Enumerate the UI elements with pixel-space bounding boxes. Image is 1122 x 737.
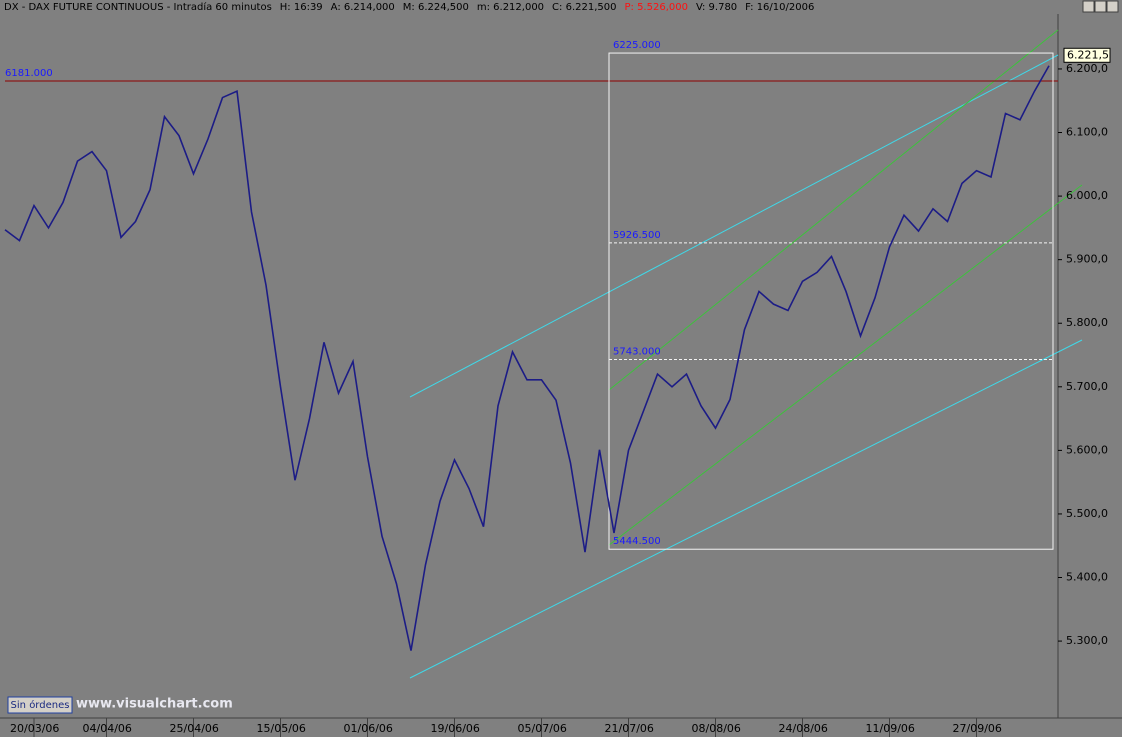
y-tick-label: 5.300,0 xyxy=(1066,634,1108,647)
x-tick-label: 19/06/06 xyxy=(431,722,480,735)
chart-title: DX - DAX FUTURE CONTINUOUS - Intradía 60… xyxy=(4,1,814,13)
quote-item: P: 5.526,000 xyxy=(624,2,687,13)
channel-line xyxy=(409,339,1083,679)
quote-item: F: 16/10/2006 xyxy=(745,2,814,13)
window-buttons xyxy=(1082,0,1119,13)
quote-item: A: 6.214,000 xyxy=(331,2,395,13)
x-tick-label: 04/04/06 xyxy=(83,722,132,735)
x-tick-label: 20/03/06 xyxy=(10,722,59,735)
y-tick-label: 5.500,0 xyxy=(1066,507,1108,520)
channel-line xyxy=(608,29,1059,391)
maximize-button[interactable] xyxy=(1094,0,1107,13)
close-button[interactable] xyxy=(1106,0,1119,13)
x-tick-label: 08/08/06 xyxy=(692,722,741,735)
quote-item: m: 6.212,000 xyxy=(477,2,544,13)
x-tick-label: 21/07/06 xyxy=(605,722,654,735)
channel-line xyxy=(608,184,1083,546)
x-tick-label: 25/04/06 xyxy=(170,722,219,735)
level-label: 5926.500 xyxy=(613,230,661,241)
x-tick-label: 05/07/06 xyxy=(518,722,567,735)
y-tick-label: 6.100,0 xyxy=(1066,126,1108,139)
level-label: 5743.000 xyxy=(613,346,661,357)
quote-item: H: 16:39 xyxy=(280,2,323,13)
x-tick-label: 27/09/06 xyxy=(953,722,1002,735)
last-price-label: 6.221,5 xyxy=(1067,48,1109,61)
quote-item: V: 9.780 xyxy=(696,2,737,13)
orders-button[interactable] xyxy=(7,696,73,714)
resistance-label: 6181.000 xyxy=(5,68,53,79)
x-tick-label: 11/09/06 xyxy=(866,722,915,735)
channel-lines xyxy=(409,29,1083,679)
x-tick-label: 15/05/06 xyxy=(257,722,306,735)
title-text: DX - DAX FUTURE CONTINUOUS - Intradía 60… xyxy=(4,1,272,13)
y-tick-label: 6.200,0 xyxy=(1066,62,1108,75)
quote-item: C: 6.221,500 xyxy=(552,2,616,13)
title-bar xyxy=(0,0,1122,14)
orders-button-label[interactable]: Sin órdenes xyxy=(11,699,70,711)
x-tick-label: 24/08/06 xyxy=(779,722,828,735)
y-tick-label: 5.400,0 xyxy=(1066,571,1108,584)
box-bottom-label: 5444.500 xyxy=(613,536,661,547)
minimize-button[interactable] xyxy=(1082,0,1095,13)
box-top-label: 6225.000 xyxy=(613,40,661,51)
retracement-box xyxy=(608,52,1054,550)
y-tick-label: 5.800,0 xyxy=(1066,316,1108,329)
y-tick-label: 6.000,0 xyxy=(1066,189,1108,202)
x-tick-label: 01/06/06 xyxy=(344,722,393,735)
channel-line xyxy=(409,54,1059,398)
last-price-box xyxy=(1063,47,1111,63)
y-tick-label: 5.600,0 xyxy=(1066,443,1108,456)
watermark: www.visualchart.com xyxy=(76,697,233,712)
quote-item: M: 6.224,500 xyxy=(403,2,469,13)
y-tick-label: 5.900,0 xyxy=(1066,253,1108,266)
price-line xyxy=(4,65,1050,651)
y-tick-label: 5.700,0 xyxy=(1066,380,1108,393)
